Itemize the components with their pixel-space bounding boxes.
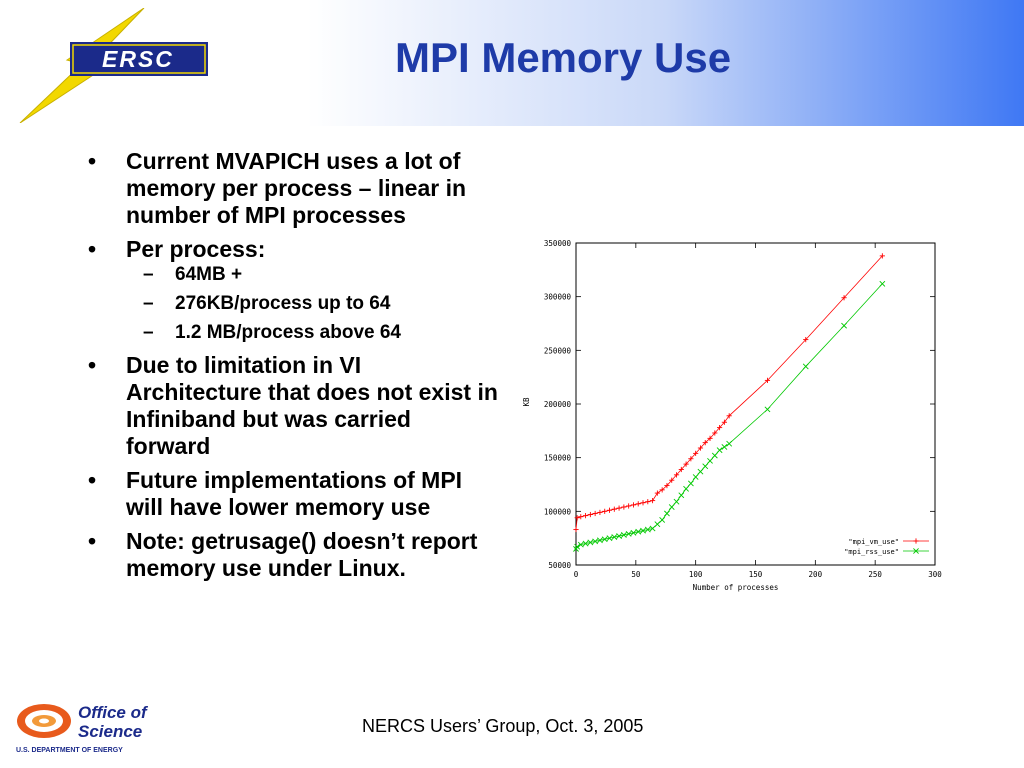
memory-use-chart: 0 50 100 150 200 250 300 50000 100000 150000 20000… bbox=[522, 239, 942, 592]
y-tick-label: 200000 bbox=[544, 400, 572, 409]
sub-bullet-item: –64MB + bbox=[143, 264, 243, 285]
x-tick-label: 100 bbox=[689, 570, 703, 579]
bullet-item: • Due to limitation in VI Architecture th… bbox=[88, 352, 498, 460]
x-tick-label: 200 bbox=[809, 570, 823, 579]
sub-bullet-text: 64MB + bbox=[175, 264, 243, 285]
y-axis-label: KB bbox=[522, 397, 531, 407]
bullet-text: Due to limitation in VI Architecture tha… bbox=[126, 352, 498, 459]
sub-bullet-item: –276KB/process up to 64 bbox=[143, 293, 391, 314]
sub-bullet-list: –64MB + –276KB/process up to 64 –1.2 MB/… bbox=[126, 263, 498, 345]
bullet-dot: • bbox=[88, 148, 97, 174]
plot-frame bbox=[575, 242, 936, 566]
bullet-text: Per process: bbox=[126, 236, 266, 262]
bullet-item: • Current MVAPICH uses a lot of memory pe… bbox=[88, 148, 498, 229]
sub-bullet-text: 1.2 MB/process above 64 bbox=[175, 322, 401, 343]
bullet-text: Current MVAPICH uses a lot of memory per… bbox=[126, 148, 467, 228]
legend-label: "mpi_vm_use" bbox=[848, 538, 899, 546]
series-0 bbox=[573, 253, 885, 533]
bullet-dot: • bbox=[88, 352, 97, 378]
y-tick-label: 250000 bbox=[544, 346, 572, 355]
series-1 bbox=[573, 280, 886, 552]
x-tick-label: 300 bbox=[928, 570, 942, 579]
bullet-list: • Current MVAPICH uses a lot of memory pe… bbox=[88, 148, 498, 589]
svg-text:U.S. DEPARTMENT OF ENERGY: U.S. DEPARTMENT OF ENERGY bbox=[16, 747, 123, 754]
bullet-dot: • bbox=[88, 467, 97, 493]
x-tick-label: 50 bbox=[631, 570, 641, 579]
bullet-dot: • bbox=[88, 236, 97, 262]
y-tick-label: 150000 bbox=[544, 454, 572, 463]
office-of-science-logo: Office of Science U.S. DEPARTMENT OF ENE… bbox=[16, 703, 149, 754]
y-tick-label: 350000 bbox=[544, 239, 572, 248]
y-tick-label: 100000 bbox=[544, 507, 572, 516]
bullet-dot: • bbox=[88, 528, 97, 554]
bullet-text: Note: getrusage() doesn’t report memory … bbox=[126, 528, 478, 581]
x-tick-label: 0 bbox=[574, 570, 579, 579]
series-line bbox=[575, 255, 883, 530]
x-tick-label: 150 bbox=[749, 570, 763, 579]
sub-bullet-text: 276KB/process up to 64 bbox=[175, 293, 391, 314]
footer-text: NERCS Users’ Group, Oct. 3, 2005 bbox=[362, 716, 644, 736]
bullet-item: • Note: getrusage() doesn’t report memory… bbox=[88, 528, 498, 582]
y-tick-label: 300000 bbox=[544, 293, 572, 302]
bullet-text: Future implementations of MPI will have … bbox=[126, 467, 463, 520]
bullet-item: • Per process: –64MB + –276KB/process up … bbox=[88, 236, 498, 345]
slide-title: MPI Memory Use bbox=[395, 34, 732, 81]
x-axis-label: Number of processes bbox=[693, 583, 779, 592]
x-tick-label: 250 bbox=[868, 570, 882, 579]
nersc-logo: ERSC bbox=[19, 8, 208, 123]
svg-text:Science: Science bbox=[78, 722, 142, 741]
svg-text:ERSC: ERSC bbox=[102, 46, 174, 72]
bullet-item: • Future implementations of MPI will have… bbox=[88, 467, 498, 521]
legend-label: "mpi_rss_use" bbox=[844, 548, 899, 556]
sub-bullet-item: –1.2 MB/process above 64 bbox=[143, 322, 401, 343]
svg-text:Office of: Office of bbox=[78, 703, 149, 722]
y-tick-label: 50000 bbox=[548, 561, 571, 570]
